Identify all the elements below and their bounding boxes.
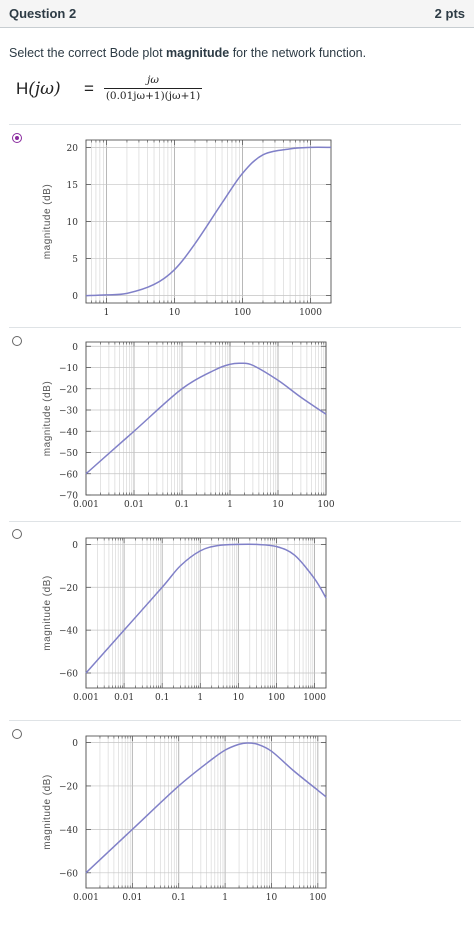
y-axis-label: magnitude (dB) xyxy=(42,381,53,456)
y-tick-label: 0 xyxy=(72,343,78,353)
divider xyxy=(9,327,461,328)
x-tick-label: 0.001 xyxy=(73,500,99,510)
option-radio-2[interactable] xyxy=(12,336,22,346)
fraction-bar xyxy=(104,88,202,89)
x-tick-label: 0.1 xyxy=(155,693,169,703)
x-tick-label: 0.001 xyxy=(73,893,99,903)
y-tick-label: −30 xyxy=(59,407,78,417)
magnitude-curve xyxy=(85,742,327,874)
x-tick-label: 100 xyxy=(268,693,285,703)
x-tick-label: 1 xyxy=(197,693,203,703)
magnitude-curve xyxy=(85,146,332,297)
y-tick-label: −40 xyxy=(59,428,78,438)
option-radio-3[interactable] xyxy=(12,529,22,539)
formula-equals: = xyxy=(84,79,94,98)
y-tick-label: −60 xyxy=(59,670,78,680)
option-radio-4[interactable] xyxy=(12,729,22,739)
x-tick-label: 100 xyxy=(309,893,326,903)
y-tick-label: 0 xyxy=(72,739,78,749)
plot-frame xyxy=(85,735,327,889)
divider xyxy=(9,521,461,522)
x-tick-label: 10 xyxy=(169,308,181,318)
y-tick-label: 5 xyxy=(72,255,78,265)
y-tick-label: −10 xyxy=(59,364,78,374)
x-tick-label: 100 xyxy=(234,308,251,318)
x-tick-label: 10 xyxy=(272,500,284,510)
y-axis-label: magnitude (dB) xyxy=(42,184,53,259)
plot-area xyxy=(86,538,326,688)
x-tick-label: 1000 xyxy=(299,308,322,318)
y-tick-label: 15 xyxy=(67,181,79,191)
y-axis-label: magnitude (dB) xyxy=(42,774,53,849)
y-tick-label: −20 xyxy=(59,782,78,792)
x-tick-label: 0.1 xyxy=(175,500,189,510)
x-tick-label: 100 xyxy=(317,500,334,510)
formula-arg: (jω) xyxy=(28,79,61,99)
y-tick-label: −60 xyxy=(59,470,78,480)
x-tick-label: 1 xyxy=(104,308,110,318)
magnitude-curve xyxy=(85,362,327,475)
x-tick-label: 10 xyxy=(233,693,245,703)
y-tick-label: −60 xyxy=(59,869,78,879)
prompt-text-after: for the network function. xyxy=(229,46,367,60)
question-title: Question 2 xyxy=(9,6,77,21)
plot-frame xyxy=(85,537,327,689)
formula-lhs: H(jω) xyxy=(16,79,61,99)
question-points: 2 pts xyxy=(434,6,465,21)
y-tick-label: 10 xyxy=(67,218,79,228)
x-tick-label: 1 xyxy=(227,500,233,510)
formula-denominator: (0.01jω+1)(jω+1) xyxy=(105,90,201,102)
y-tick-label: −20 xyxy=(59,584,78,594)
question-header: Question 2 2 pts xyxy=(0,0,474,28)
formula-numerator: jω xyxy=(147,74,159,86)
formula-h: H xyxy=(16,79,29,98)
y-tick-label: −70 xyxy=(59,492,78,502)
plot-frame xyxy=(85,139,332,304)
y-tick-label: −40 xyxy=(59,627,78,637)
x-tick-label: 0.01 xyxy=(124,500,144,510)
x-tick-label: 0.001 xyxy=(73,693,99,703)
x-tick-label: 0.01 xyxy=(114,693,134,703)
y-tick-label: 0 xyxy=(72,541,78,551)
plot-area xyxy=(86,342,326,495)
bode-plot-4: 0 −20 −40 −60 0.001 0.01 0.1 1 10 100 magnitude (d… xyxy=(42,735,327,903)
divider xyxy=(9,720,461,721)
plot-frame xyxy=(85,341,327,496)
magnitude-curve xyxy=(85,543,327,674)
bode-plot-1: 0 5 10 15 20 1 10 100 1000 magnitude (dB) xyxy=(42,139,332,318)
x-tick-label: 1 xyxy=(222,893,228,903)
y-axis-label: magnitude (dB) xyxy=(42,575,53,650)
y-tick-label: 20 xyxy=(67,144,79,154)
prompt-text-before: Select the correct Bode plot xyxy=(9,46,167,60)
bode-plot-3: 0 −20 −40 −60 0.001 0.01 0.1 1 10 100 1000 magnitud… xyxy=(42,537,327,703)
y-tick-label: −50 xyxy=(59,449,78,459)
x-tick-label: 0.01 xyxy=(122,893,142,903)
y-tick-label: 0 xyxy=(72,292,78,302)
x-tick-label: 1000 xyxy=(303,693,326,703)
question-prompt: Select the correct Bode plot magnitude f… xyxy=(9,46,366,60)
y-tick-label: −20 xyxy=(59,385,78,395)
option-radio-1[interactable] xyxy=(12,133,22,143)
prompt-text-bold: magnitude xyxy=(166,46,230,60)
formula-fraction: jω (0.01jω+1)(jω+1) xyxy=(104,74,202,103)
bode-plot-2: 0 −10 −20 −30 −40 −50 −60 −700.001 0.01 0.1 1 10 100… xyxy=(42,341,335,510)
x-tick-label: 0.1 xyxy=(172,893,186,903)
y-tick-label: −40 xyxy=(59,826,78,836)
x-tick-label: 10 xyxy=(266,893,278,903)
divider xyxy=(9,124,461,125)
plot-area xyxy=(86,736,326,888)
